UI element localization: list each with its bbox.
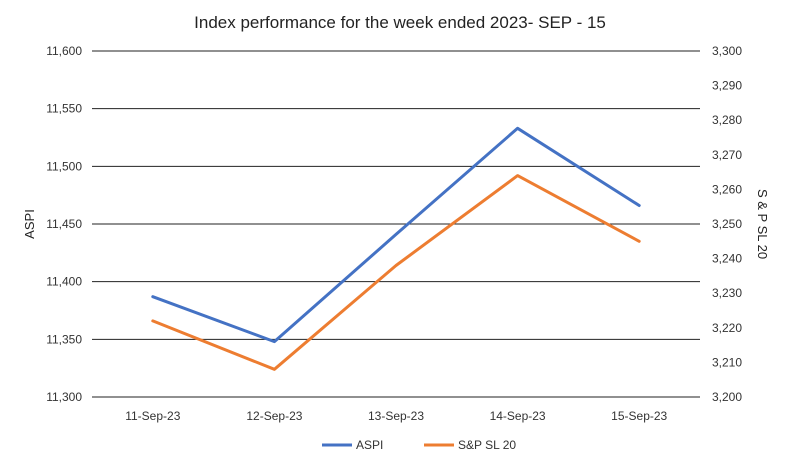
x-tick-label: 15-Sep-23 bbox=[611, 409, 667, 423]
series-line-s-p-sl-20 bbox=[151, 174, 641, 371]
right-tick-label: 3,280 bbox=[712, 113, 742, 127]
left-tick-label: 11,400 bbox=[46, 275, 82, 289]
x-tick-label: 13-Sep-23 bbox=[368, 409, 424, 423]
right-tick-label: 3,290 bbox=[712, 79, 742, 93]
left-tick-label: 11,550 bbox=[46, 102, 82, 116]
chart-title: Index performance for the week ended 202… bbox=[194, 13, 606, 32]
left-tick-label: 11,450 bbox=[46, 217, 82, 231]
left-tick-label: 11,350 bbox=[46, 332, 82, 346]
left-tick-label: 11,300 bbox=[46, 390, 82, 404]
gridlines bbox=[92, 50, 700, 398]
right-tick-label: 3,270 bbox=[712, 148, 742, 162]
series-line-aspi bbox=[151, 126, 641, 344]
legend-label: S&P SL 20 bbox=[458, 438, 516, 452]
legend: ASPI S&P SL 20 bbox=[322, 438, 516, 452]
right-tick-label: 3,300 bbox=[712, 44, 742, 58]
right-tick-label: 3,200 bbox=[712, 390, 742, 404]
series-lines bbox=[151, 126, 641, 371]
right-tick-label: 3,250 bbox=[712, 217, 742, 231]
x-tick-label: 11-Sep-23 bbox=[125, 409, 180, 423]
right-tick-label: 3,260 bbox=[712, 182, 742, 196]
right-tick-label: 3,220 bbox=[712, 321, 742, 335]
right-axis-ticks: 3,200 3,210 3,220 3,230 3,240 3,250 3,260 3,270… bbox=[712, 44, 742, 404]
right-axis-title: S & P SL 20 bbox=[755, 189, 770, 259]
right-tick-label: 3,240 bbox=[712, 252, 742, 266]
left-tick-label: 11,600 bbox=[46, 44, 82, 58]
right-tick-label: 3,230 bbox=[712, 286, 742, 300]
right-tick-label: 3,210 bbox=[712, 355, 742, 369]
legend-label: ASPI bbox=[356, 438, 383, 452]
x-tick-label: 12-Sep-23 bbox=[246, 409, 302, 423]
x-tick-label: 14-Sep-23 bbox=[490, 409, 546, 423]
left-axis-ticks: 11,300 11,350 11,400 11,450 11,500 11,550 11,6… bbox=[46, 44, 82, 404]
left-axis-title: ASPI bbox=[22, 209, 37, 239]
x-axis-ticks: 11-Sep-23 12-Sep-23 13-Sep-23 14-Sep-23 15-S… bbox=[125, 409, 667, 423]
left-tick-label: 11,500 bbox=[46, 159, 82, 173]
